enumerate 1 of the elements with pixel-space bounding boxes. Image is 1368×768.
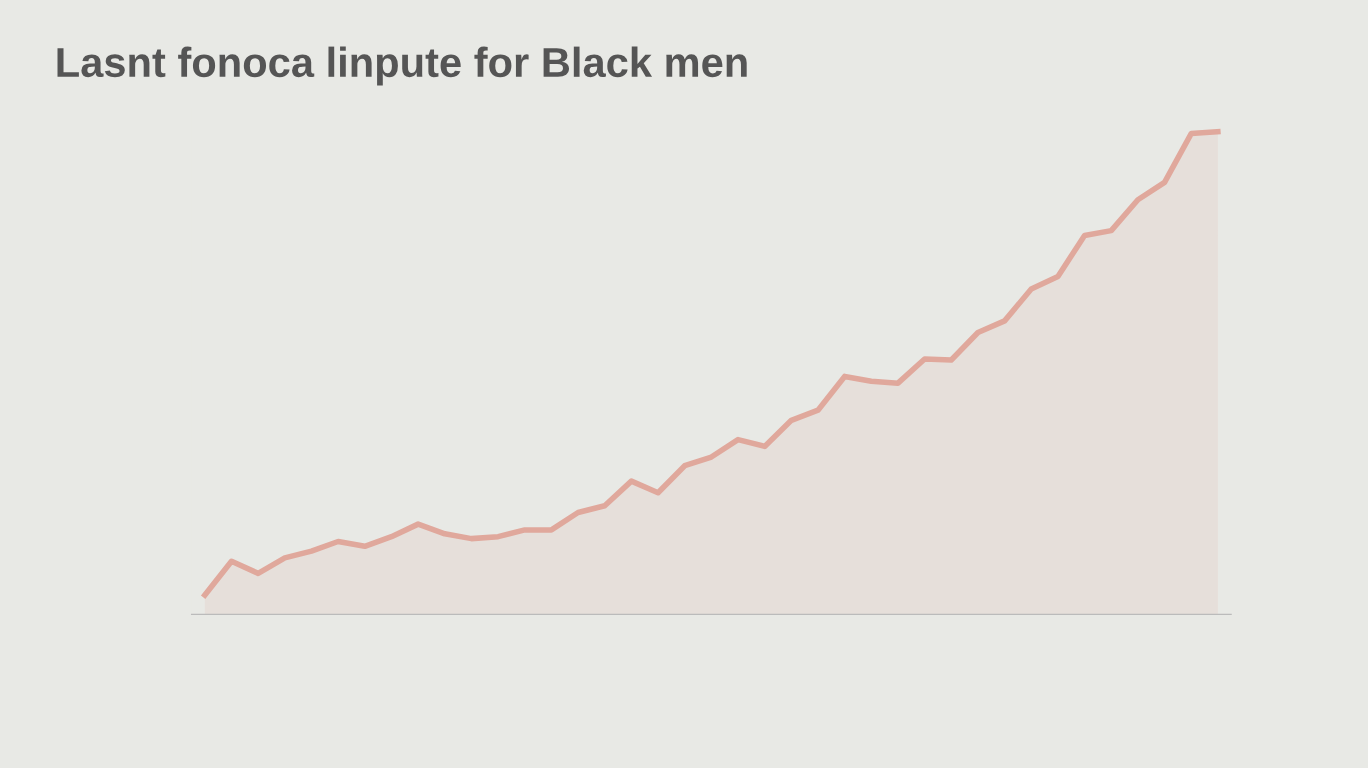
chart-title: Lasnt fonoca linpute for Black men bbox=[57, 46, 747, 86]
